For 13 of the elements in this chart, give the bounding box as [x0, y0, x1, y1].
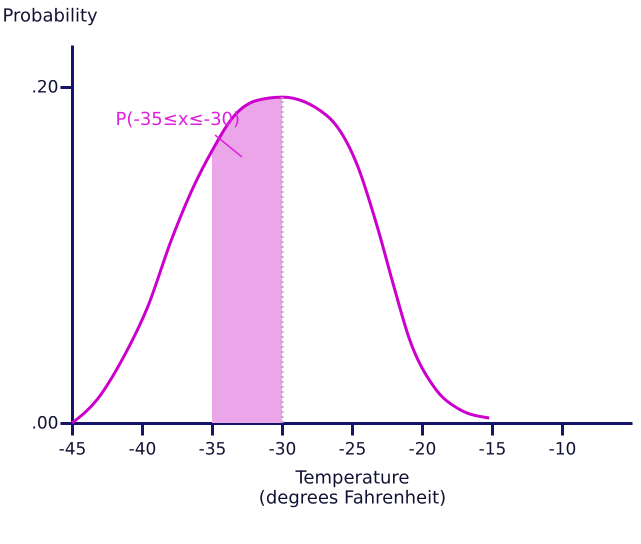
x-tick-label: -30: [268, 440, 296, 460]
x-tick-label: -15: [478, 440, 506, 460]
x-tick-label: -10: [548, 440, 576, 460]
x-tick-label: -25: [338, 440, 366, 460]
x-tick-label: -20: [408, 440, 436, 460]
line-series: [70, 96, 491, 424]
x-tick-label: -35: [198, 440, 226, 460]
x-tick-label: -45: [58, 440, 86, 460]
x-tick-label: -40: [128, 440, 156, 460]
x-axis-title: Temperature (degrees Fahrenheit): [258, 468, 446, 508]
y-tick-label: .00: [31, 414, 58, 434]
y-axis-title: Probability: [2, 6, 98, 26]
y-tick-label: .20: [31, 78, 58, 98]
